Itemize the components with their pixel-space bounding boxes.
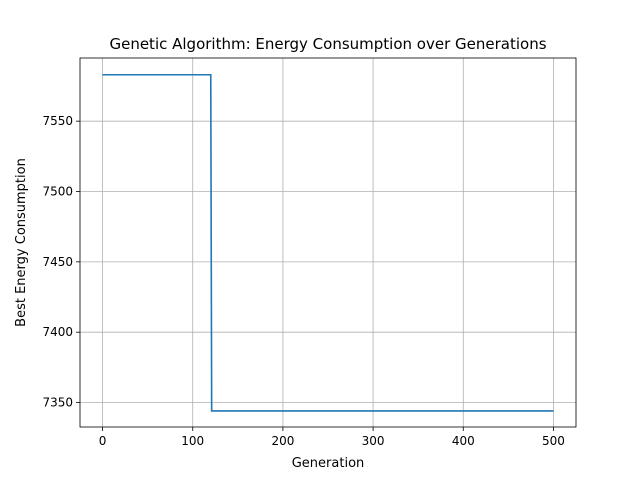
series-layer [102, 73, 554, 412]
y-axis-label: Best Energy Consumption [14, 158, 29, 327]
y-tick-label: 7400 [42, 325, 73, 339]
series-line [102, 73, 554, 412]
x-tick-label: 100 [181, 434, 204, 448]
x-tick-label: 200 [271, 434, 294, 448]
plot-background [80, 58, 576, 427]
x-tick-label: 500 [542, 434, 565, 448]
ticks: 0 100 200 300 400 500 7350 7400 7450 7500 7550 [42, 114, 564, 448]
x-tick-label: 400 [452, 434, 475, 448]
x-tick-label: 300 [362, 434, 385, 448]
y-tick-label: 7550 [42, 114, 73, 128]
x-axis-label: Generation [292, 456, 365, 471]
plot-frame [79, 57, 577, 428]
chart-title: Genetic Algorithm: Energy Consumption ov… [109, 35, 546, 53]
grid [80, 58, 576, 427]
y-tick-label: 7450 [42, 255, 73, 269]
x-tick-label: 0 [99, 434, 107, 448]
y-tick-label: 7500 [42, 185, 73, 199]
y-tick-label: 7350 [42, 396, 73, 410]
